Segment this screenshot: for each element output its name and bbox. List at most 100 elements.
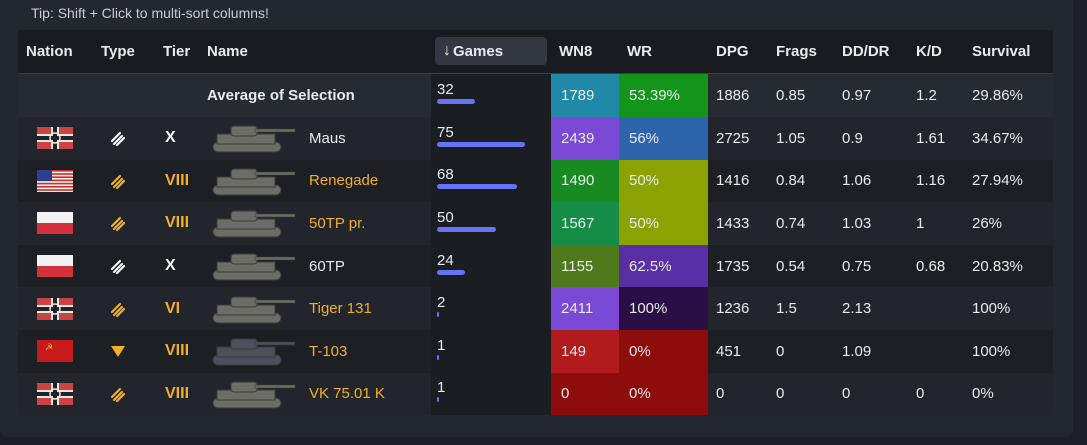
tank-row[interactable]: X 60TP 24 1155 62.5% 1735 0.54 0.75 0.68… [18, 244, 1053, 288]
games-cell: 1 [431, 372, 551, 416]
col-header-type[interactable]: Type [93, 30, 155, 74]
kd-value: 0.68 [908, 244, 964, 288]
frags-value: 0 [768, 372, 834, 416]
tank-image [207, 333, 299, 369]
games-value: 2 [437, 294, 446, 312]
tank-name[interactable]: VK 75.01 K [309, 385, 385, 403]
dddr-value: 0.75 [834, 244, 908, 288]
wn8-value: 0 [551, 372, 619, 416]
type-cell [93, 244, 155, 288]
tier-value: VIII [155, 329, 199, 373]
survival-value: 29.86% [964, 73, 1053, 117]
col-header-games-label: Games [453, 42, 504, 60]
col-header-name[interactable]: Name [199, 30, 431, 74]
kd-value: 1.61 [908, 117, 964, 160]
tank-name[interactable]: 50TP pr. [309, 214, 366, 232]
name-cell: 60TP [199, 244, 431, 288]
col-header-nation[interactable]: Nation [18, 30, 93, 74]
col-header-survival[interactable]: Survival [964, 30, 1053, 74]
tank-name[interactable]: T-103 [309, 342, 348, 360]
games-cell: 32 [431, 73, 551, 117]
kd-value: 0 [908, 372, 964, 416]
name-cell: Renegade [199, 159, 431, 203]
type-cell [93, 372, 155, 416]
games-cell: 2 [431, 287, 551, 330]
type-cell [93, 287, 155, 330]
tank-name[interactable]: Tiger 131 [309, 300, 372, 318]
heavy-tank-icon [101, 129, 155, 147]
frags-value: 1.5 [768, 287, 834, 330]
dddr-value: 0.9 [834, 117, 908, 160]
tank-row[interactable]: VIII 50TP pr. 50 1567 50% 1433 0.74 1.03… [18, 202, 1053, 245]
col-header-games[interactable]: ↓ Games [431, 30, 551, 74]
tank-name[interactable]: 60TP [309, 257, 345, 275]
games-value: 50 [437, 208, 454, 226]
dpg-value: 1416 [708, 159, 768, 203]
wr-value: 100% [619, 287, 708, 330]
games-cell: 24 [431, 244, 551, 288]
tank-stats-table: Nation Type Tier Name ↓ Games WN8 WR DPG… [18, 30, 1053, 416]
col-header-wn8[interactable]: WN8 [551, 30, 619, 74]
games-cell: 75 [431, 117, 551, 160]
col-header-wr[interactable]: WR [619, 30, 708, 74]
dpg-value: 1433 [708, 202, 768, 245]
heavy-tank-icon [101, 214, 155, 232]
tank-image [207, 291, 299, 327]
dpg-value: 2725 [708, 117, 768, 160]
nation-cell: ☭ [18, 329, 93, 373]
kd-value [908, 287, 964, 330]
tank-row[interactable]: VIII Renegade 68 1490 50% 1416 0.84 1.06… [18, 159, 1053, 203]
wr-value: 0% [619, 329, 708, 373]
tier-value: VIII [155, 202, 199, 245]
wn8-value: 1155 [551, 244, 619, 288]
survival-value: 26% [964, 202, 1053, 245]
survival-value: 100% [964, 287, 1053, 330]
tank-image [207, 205, 299, 241]
germany-flag-icon [26, 382, 93, 405]
germany-flag-icon [26, 127, 93, 150]
nation-cell [18, 244, 93, 288]
dddr-value: 0.97 [834, 73, 908, 117]
nation-cell [18, 159, 93, 203]
col-header-kd[interactable]: K/D [908, 30, 964, 74]
survival-value: 20.83% [964, 244, 1053, 288]
games-value: 1 [437, 379, 446, 397]
tank-row[interactable]: ☭ VIII T-103 1 149 0% 451 0 1.09 100% [18, 329, 1053, 373]
name-cell: Tiger 131 [199, 287, 431, 330]
tank-name[interactable]: Maus [309, 129, 346, 147]
wn8-value: 1490 [551, 159, 619, 203]
premium-tank-icon [101, 342, 155, 360]
games-bar [437, 226, 496, 232]
dpg-value: 1886 [708, 73, 768, 117]
nation-cell [18, 287, 93, 330]
col-header-tier[interactable]: Tier [155, 30, 199, 74]
wr-value: 56% [619, 117, 708, 160]
nation-cell [18, 202, 93, 245]
tier-value: VIII [155, 159, 199, 203]
wr-value: 62.5% [619, 244, 708, 288]
frags-value: 0 [768, 329, 834, 373]
tier-value: VIII [155, 372, 199, 416]
frags-value: 0.54 [768, 244, 834, 288]
tank-name[interactable]: Renegade [309, 172, 379, 190]
sort-descending-icon: ↓ [443, 42, 451, 60]
games-bar [437, 269, 466, 275]
col-header-frags[interactable]: Frags [768, 30, 834, 74]
games-bar [437, 312, 440, 318]
average-label: Average of Selection [207, 86, 355, 104]
tank-row[interactable]: X Maus 75 2439 56% 2725 1.05 0.9 1.61 34… [18, 117, 1053, 160]
tank-row[interactable]: VIII VK 75.01 K 1 0 0% 0 0 0 0 0% [18, 372, 1053, 416]
wr-value: 50% [619, 202, 708, 245]
col-header-dpg[interactable]: DPG [708, 30, 768, 74]
svg-text:☭: ☭ [45, 343, 53, 353]
dddr-value: 1.09 [834, 329, 908, 373]
dddr-value: 0 [834, 372, 908, 416]
kd-value [908, 329, 964, 373]
wn8-value: 2411 [551, 287, 619, 330]
col-header-dddr[interactable]: DD/DR [834, 30, 908, 74]
tank-row[interactable]: VI Tiger 131 2 2411 100% 1236 1.5 2.13 1… [18, 287, 1053, 330]
sort-indicator[interactable]: ↓ Games [435, 37, 547, 66]
name-cell: T-103 [199, 329, 431, 373]
poland-flag-icon [26, 255, 93, 278]
wn8-value: 2439 [551, 117, 619, 160]
